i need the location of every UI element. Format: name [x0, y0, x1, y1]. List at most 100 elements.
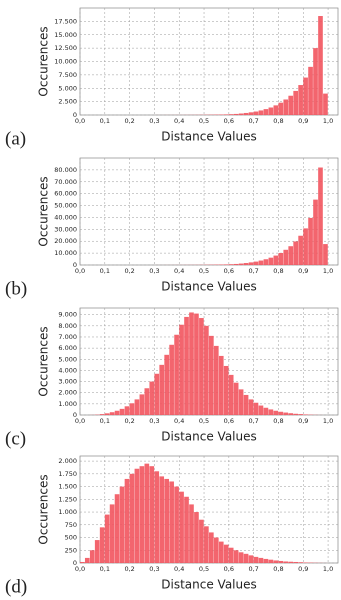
bar	[253, 111, 259, 115]
y-tick-label: 1.250	[58, 495, 77, 503]
panel-label: (a)	[5, 128, 26, 149]
bar	[154, 373, 160, 415]
x-tick-label: 0,2	[124, 417, 134, 425]
y-tick-label: 9.000	[58, 311, 77, 319]
bar	[223, 114, 229, 115]
bar	[283, 249, 289, 265]
bar	[233, 550, 239, 563]
bar	[293, 241, 299, 265]
y-tick-label: 5.000	[58, 355, 77, 363]
y-tick-label: 2.500	[58, 98, 77, 106]
bar	[268, 559, 274, 563]
bar	[233, 382, 239, 415]
bar	[228, 114, 234, 115]
x-tick-label: 0,4	[174, 417, 184, 425]
y-tick-label: 0	[73, 411, 77, 419]
bar	[303, 77, 308, 115]
y-tick-label: 20.000	[54, 237, 77, 245]
bar	[169, 344, 174, 415]
y-tick-label: 15.000	[54, 31, 77, 39]
bar	[288, 246, 294, 265]
panel-label: (d)	[5, 576, 27, 597]
bar	[184, 496, 189, 563]
x-tick-label: 0,5	[199, 565, 209, 573]
x-axis-label: Distance Values	[161, 430, 257, 444]
x-tick-label: 0,8	[273, 117, 283, 125]
bar	[233, 263, 239, 265]
y-tick-label: 40.000	[54, 213, 77, 221]
x-tick-label: 0,6	[224, 117, 234, 125]
bar	[243, 553, 249, 563]
x-tick-label: 1,0	[323, 267, 333, 275]
bar	[209, 532, 214, 563]
x-tick-label: 0,8	[273, 565, 283, 573]
bar	[104, 413, 110, 415]
bar	[174, 486, 179, 563]
bar	[218, 541, 224, 563]
y-tick-label: 0	[73, 261, 77, 269]
bar	[228, 547, 234, 563]
y-tick-label: 80.000	[54, 166, 77, 174]
x-tick-label: 0,9	[298, 267, 308, 275]
bar	[263, 407, 269, 415]
bar	[228, 264, 234, 265]
y-tick-label: 500	[65, 534, 77, 542]
y-tick-label: 12.500	[54, 44, 77, 52]
y-tick-label: 17.500	[54, 17, 77, 25]
bar	[154, 471, 160, 563]
y-axis-label: Occurences	[37, 326, 51, 396]
bar	[223, 264, 229, 265]
bar	[114, 494, 120, 563]
bar	[179, 491, 184, 563]
x-tick-label: 0,0	[75, 417, 85, 425]
bar	[94, 540, 100, 563]
bar	[109, 504, 115, 563]
bar	[318, 16, 323, 115]
y-tick-label: 10.000	[54, 58, 77, 66]
panel-label: (b)	[5, 278, 27, 299]
bar	[268, 409, 274, 415]
bar	[159, 476, 165, 563]
bar	[238, 113, 244, 115]
x-tick-label: 0,3	[149, 267, 159, 275]
x-tick-label: 1,0	[323, 417, 333, 425]
bar	[189, 504, 194, 563]
bar	[139, 394, 145, 415]
bar	[238, 263, 244, 265]
bar	[308, 217, 313, 265]
bar	[293, 90, 299, 115]
bar	[248, 262, 254, 265]
x-tick-label: 0,3	[149, 565, 159, 573]
bar	[308, 66, 313, 115]
y-tick-label: 3.000	[58, 378, 77, 386]
x-axis-label: Distance Values	[161, 130, 257, 144]
bar	[134, 468, 140, 563]
bar	[298, 562, 303, 563]
bar	[298, 85, 303, 115]
x-tick-label: 0,0	[75, 267, 85, 275]
y-tick-label: 2.000	[58, 457, 77, 465]
bar	[149, 466, 155, 563]
bar	[109, 412, 115, 415]
y-tick-label: 1.500	[58, 483, 77, 491]
y-tick-label: 8.000	[58, 322, 77, 330]
bar	[223, 544, 229, 563]
bar	[278, 102, 284, 115]
bar	[84, 557, 90, 563]
y-tick-label: 250	[65, 546, 77, 554]
x-tick-label: 0,8	[273, 417, 283, 425]
bar	[199, 519, 204, 563]
bar	[179, 324, 184, 415]
x-tick-label: 0,6	[224, 417, 234, 425]
bar	[258, 110, 264, 115]
bar	[303, 228, 308, 265]
x-tick-label: 1,0	[323, 117, 333, 125]
bar	[313, 199, 318, 265]
bar	[119, 408, 125, 415]
bar	[134, 399, 140, 415]
x-tick-label: 0,2	[124, 117, 134, 125]
x-tick-label: 0,6	[224, 565, 234, 573]
x-tick-label: 0,4	[174, 117, 184, 125]
y-tick-label: 4.000	[58, 366, 77, 374]
